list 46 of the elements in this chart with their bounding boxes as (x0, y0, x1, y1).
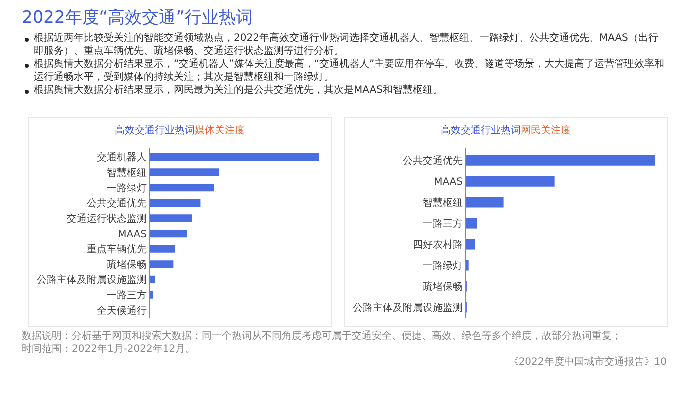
bar (150, 184, 214, 192)
y-tick-label: 交通机器人 (97, 152, 147, 164)
y-tick-label: 一路三方 (107, 290, 147, 302)
y-tick-label: 疏堵保畅 (107, 258, 147, 271)
y-tick-label: 公共交通优先 (87, 198, 147, 210)
y-tick-label: 公路主体及附属设施监测 (353, 302, 463, 314)
y-tick-label: 一路三方 (423, 218, 463, 230)
y-tick-label: 智慧枢纽 (107, 167, 147, 179)
chart-title: 高效交通行业热词 (441, 124, 521, 136)
chart-title: 高效交通行业热词 (115, 124, 195, 136)
text: 数据说明：分析基于网页和搜索大数据：同一个热词从不同角度考虑可属于交通安全、便捷、高效、绿色等多个维度，故部分热词重复； (22, 330, 623, 343)
y-tick-label: 交通运行状态监测 (67, 212, 147, 225)
y-tick-label: 智慧枢纽 (423, 197, 463, 210)
text: 2022年度“高效交通”行业热词 (22, 7, 254, 29)
bar (150, 245, 176, 253)
bar (466, 218, 478, 229)
y-tick-label: 重点车辆优先 (87, 244, 147, 256)
y-tick-label: 一路绿灯 (107, 182, 147, 194)
y-tick-label: 一路绿灯 (423, 260, 463, 272)
bar (150, 260, 174, 268)
bar (150, 291, 154, 299)
bar (150, 230, 188, 238)
bar (466, 176, 555, 187)
text: 根据舆情大数据分析结果显示，网民最为关注的是公共交通优先，其次是MAAS和智慧枢纽。 (34, 85, 444, 98)
y-tick-label: 公共交通优先 (403, 155, 463, 168)
text: 时间范围：2022年1月-2022年12月。 (22, 343, 197, 356)
bar (150, 276, 156, 284)
y-tick-label: 疏堵保畅 (423, 281, 463, 294)
y-tick-label: MAAS (434, 177, 463, 188)
text: 根据舆情大数据分析结果显示，“交通机器人”媒体关注度最高，“交通机器人”主要应用在停车、收费、隧道等场景，大大提高了运营管理效率和运行通畅水平，受到媒体的持续关注；其次是智慧枢纽和一路绿灯。 (34, 59, 666, 84)
bar (466, 260, 469, 271)
bar (150, 199, 201, 207)
bar (466, 197, 504, 208)
text: 根据近两年比较受关注的智能交通领域热点，2022年高效交通行业热词选择交通机器人、智慧枢纽、一路绿灯、公共交通优先、MAAS（出行即服务）、重点车辆优先、疏堵保畅、交通运行状态监测等进行分析。 (34, 33, 660, 58)
y-tick-label: 全天候通行 (97, 304, 147, 317)
chart-subtitle: 网民关注度 (521, 124, 571, 136)
bar (150, 153, 319, 162)
y-tick-label: MAAS (118, 229, 147, 240)
bar (466, 239, 476, 250)
chart-subtitle: 媒体关注度 (195, 124, 245, 136)
bar (150, 168, 220, 176)
text: 《2022年度中国城市交通报告》10 (508, 356, 667, 369)
bar (466, 155, 655, 166)
y-tick-label: 公路主体及附属设施监测 (37, 274, 147, 286)
y-tick-label: 四好农村路 (413, 239, 463, 252)
bar (150, 214, 192, 222)
